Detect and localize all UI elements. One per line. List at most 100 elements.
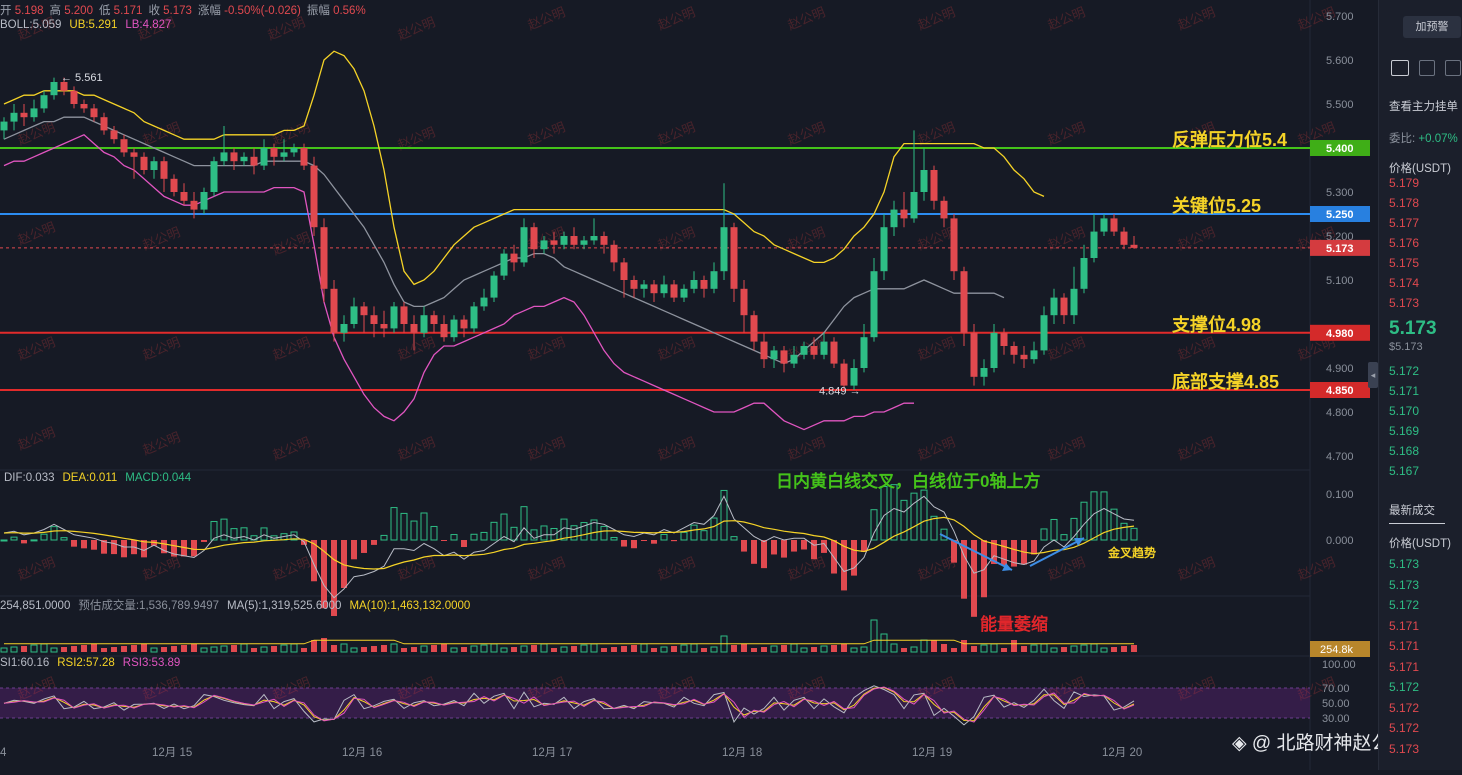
macd-histogram-bar <box>730 536 738 541</box>
volume-bar <box>1111 647 1117 652</box>
price-axis-tag-label: 5.250 <box>1326 209 1354 221</box>
macd-histogram-bar <box>920 489 928 541</box>
macd-histogram-bar <box>1060 534 1068 541</box>
watermark-text: 赵公明 <box>1046 119 1088 148</box>
volume-bar <box>490 643 498 653</box>
ohlc-label: 开 <box>0 5 15 17</box>
macd-histogram-bar <box>480 531 488 541</box>
macd-histogram-bar <box>10 536 18 541</box>
watermark-text: 赵公明 <box>141 224 183 253</box>
macd-histogram-bar <box>21 540 27 544</box>
trade-price: 5.172 <box>1389 598 1420 612</box>
main-orders-link[interactable]: 查看主力挂单 <box>1389 101 1458 113</box>
add-alert-button[interactable]: 加预警 <box>1403 16 1461 38</box>
candle-body <box>180 192 188 201</box>
candle-body <box>310 165 318 228</box>
candle-body <box>490 275 498 298</box>
volume-bar <box>511 647 517 652</box>
macd-histogram-bar <box>910 492 918 541</box>
macd-histogram-bar <box>680 531 688 541</box>
macd-histogram-bar <box>900 499 908 541</box>
volume-bar <box>200 647 208 653</box>
candle-body <box>840 363 848 386</box>
price-axis-tag-label: 4.980 <box>1326 328 1354 340</box>
macd-histogram-bar <box>1011 540 1017 567</box>
orderbook-bids-icon[interactable] <box>1419 60 1435 76</box>
candle-body <box>120 139 128 153</box>
volume-bar <box>40 643 48 653</box>
orderbook-both-icon[interactable] <box>1391 60 1409 76</box>
volume-bar <box>210 646 218 653</box>
volume-bar <box>371 646 377 652</box>
volume-bar <box>10 646 18 653</box>
volume-bar <box>401 648 407 652</box>
up-arrow-head <box>1074 538 1084 546</box>
macd-histogram-bar <box>341 540 347 589</box>
candle-body <box>550 240 558 245</box>
candle-body <box>870 271 878 338</box>
volume-bar <box>671 646 677 652</box>
trades-header: 价格(USDT) <box>1389 538 1451 550</box>
macd-histogram-bar <box>641 540 647 542</box>
candle-body <box>730 227 738 289</box>
candle-body <box>770 350 778 360</box>
trade-price: 5.172 <box>1389 680 1420 694</box>
volume-bar <box>311 640 317 652</box>
volume-bar <box>1050 647 1058 653</box>
candle-body <box>700 280 708 289</box>
macd-histogram-bar <box>1050 518 1058 541</box>
orderbook-asks-icon[interactable] <box>1445 60 1461 76</box>
trade-price: 5.172 <box>1389 721 1420 735</box>
volume-bar <box>850 647 858 653</box>
volume-bar <box>131 645 137 652</box>
volume-bar <box>520 645 528 653</box>
candle-body <box>900 209 908 219</box>
price-axis-tag <box>1310 206 1370 222</box>
watermark-text: 赵公明 <box>786 224 828 253</box>
bid-price: 5.168 <box>1389 444 1420 458</box>
ohlc-value: 5.171 <box>113 5 143 17</box>
volume-bar <box>680 644 688 653</box>
candle-body <box>1080 258 1088 289</box>
candle-body <box>600 236 608 245</box>
watermark-text: 赵公明 <box>271 554 313 583</box>
low-marker: 4.849 → <box>819 385 861 397</box>
rsi-value: RSI3:53.89 <box>122 657 181 669</box>
candle-body <box>370 315 378 324</box>
ohlc-value: 0.56% <box>333 5 366 17</box>
price-axis-tick: 5.300 <box>1326 187 1354 199</box>
macd-histogram-bar <box>1080 501 1088 541</box>
x-axis-tick: 12月 18 <box>722 747 762 759</box>
macd-histogram-bar <box>540 525 548 541</box>
candle-body <box>330 288 338 333</box>
panel-collapse-handle[interactable]: ◂ <box>1368 362 1378 388</box>
macd-histogram-bar <box>290 531 298 541</box>
price-axis-tick: 4.700 <box>1326 451 1354 463</box>
volume-bar <box>50 647 58 653</box>
macd-histogram-bar <box>240 527 248 541</box>
high-marker: ← 5.561 <box>61 72 103 84</box>
candle-body <box>970 332 978 377</box>
watermark-text: 赵公明 <box>656 119 698 148</box>
macd-value: DIF:0.033 <box>4 472 55 484</box>
watermark-text: 赵公明 <box>916 334 958 363</box>
ohlc-value: -0.50%(-0.026) <box>224 5 301 17</box>
volume-bar <box>961 640 967 652</box>
volume-value: 254,851.0000 <box>0 600 71 612</box>
volume-bar <box>1040 643 1048 653</box>
candle-body <box>800 346 808 355</box>
macd-readout: DIF:0.033 DEA:0.011 MACD:0.044 <box>4 472 199 484</box>
rsi-value: RSI2:57.28 <box>57 657 115 669</box>
x-axis-tick: 12月 20 <box>1102 747 1142 759</box>
candle-body <box>140 156 148 170</box>
golden-cross-annotation: 金叉趋势 <box>1107 545 1156 560</box>
volume-bar <box>980 644 988 653</box>
ask-price: 5.175 <box>1389 256 1420 270</box>
candle-body <box>190 200 198 210</box>
volume-bar <box>71 646 77 652</box>
watermark-text: 赵公明 <box>16 424 58 453</box>
volume-bar <box>331 645 337 652</box>
bid-price: 5.170 <box>1389 404 1420 418</box>
